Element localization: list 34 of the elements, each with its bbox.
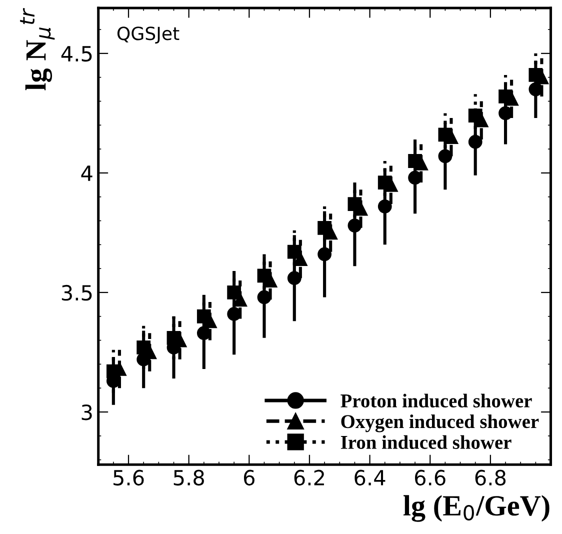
legend-label: Iron induced shower [340, 435, 512, 450]
x-tick-label: 6.6 [415, 470, 446, 486]
point [136, 352, 151, 366]
point [378, 199, 392, 214]
point [438, 149, 452, 164]
point [444, 130, 458, 144]
y-tick-label: 3 [82, 404, 92, 420]
y-tick-label: 3.5 [62, 284, 92, 301]
x-tick-label: 6.4 [354, 470, 386, 486]
y-tick-label: 4.5 [61, 46, 92, 62]
point [203, 314, 217, 328]
x-tick-label: 6.8 [475, 470, 506, 486]
point [408, 170, 422, 185]
point [257, 290, 272, 304]
point [287, 244, 302, 259]
legend-label: Proton induced shower [340, 394, 532, 408]
x-tick-label: 6 [244, 470, 254, 486]
point [528, 82, 543, 96]
x-tick-label: 5.6 [114, 470, 144, 486]
legend-label: Oxygen induced shower [341, 414, 539, 432]
x-tick-label: 5.8 [174, 470, 204, 486]
point [227, 307, 242, 321]
annotation: QGSJet [117, 26, 180, 44]
y-axis-title: lg N$_{μ}$$^{tr}$ [20, 8, 55, 90]
point [498, 106, 512, 120]
x-tick-label: 6.2 [294, 470, 324, 486]
point [227, 286, 242, 300]
point [196, 326, 211, 340]
point [318, 247, 332, 262]
point [348, 218, 362, 232]
point [287, 271, 302, 286]
point [468, 134, 482, 149]
x-axis-title: lg (E$_{0}$/GeV) [403, 495, 550, 522]
y-tick-label: 4 [81, 166, 92, 181]
